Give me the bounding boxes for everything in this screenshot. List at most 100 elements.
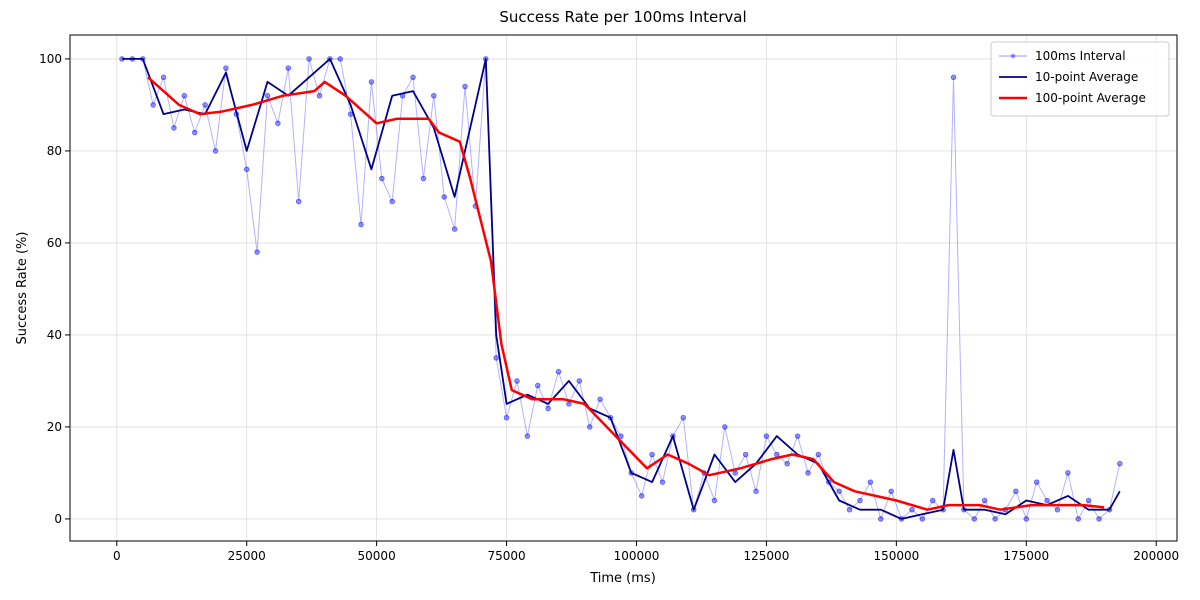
data-point <box>1065 470 1071 476</box>
data-point <box>1075 516 1082 522</box>
data-point <box>275 120 281 127</box>
data-point <box>451 226 458 232</box>
data-point <box>794 433 801 439</box>
x-tick-label: 75000 <box>487 549 525 563</box>
data-point <box>316 92 323 99</box>
data-point <box>524 433 531 439</box>
data-point <box>493 355 499 361</box>
data-point <box>763 433 770 439</box>
legend-box <box>990 41 1170 117</box>
data-point <box>150 102 156 108</box>
data-point <box>649 451 655 458</box>
data-point <box>586 424 593 430</box>
data-point <box>1085 497 1092 504</box>
x-tick-label: 175000 <box>1003 549 1049 563</box>
series-line <box>122 58 1121 520</box>
data-point <box>171 125 177 131</box>
data-point <box>1023 516 1030 522</box>
data-point <box>545 405 551 412</box>
data-point <box>191 129 198 136</box>
y-axis-label: Success Rate (%) <box>15 232 30 345</box>
data-point <box>223 65 229 71</box>
data-point <box>857 497 863 504</box>
data-point <box>212 148 219 154</box>
data-point <box>566 401 572 407</box>
chart-title: Success Rate per 100ms Interval <box>499 8 746 26</box>
data-point <box>929 497 936 504</box>
data-point <box>462 83 468 90</box>
data-point <box>1054 506 1061 513</box>
data-point <box>742 451 749 458</box>
data-point <box>431 92 437 99</box>
y-tick-label: 60 <box>47 236 62 250</box>
data-point <box>815 451 822 458</box>
legend-label: 100-point Average <box>1035 91 1146 105</box>
data-point <box>659 479 666 485</box>
y-tick-label: 80 <box>47 144 62 158</box>
data-point <box>888 488 894 495</box>
legend-label: 10-point Average <box>1035 70 1138 84</box>
legend-marker <box>1010 53 1016 59</box>
data-point <box>1013 488 1019 495</box>
data-point <box>1044 497 1050 504</box>
x-tick-label: 0 <box>113 549 121 563</box>
data-point <box>846 506 853 513</box>
x-tick-label: 50000 <box>358 549 396 563</box>
data-point <box>732 470 739 476</box>
data-point <box>836 488 842 495</box>
data-point <box>971 516 978 522</box>
data-point <box>389 198 396 205</box>
data-point <box>441 194 447 200</box>
data-point <box>1096 516 1102 522</box>
series-line <box>122 58 1121 520</box>
data-point <box>711 497 718 504</box>
data-point <box>992 516 998 522</box>
x-tick-label: 100000 <box>614 549 660 563</box>
y-tick-label: 100 <box>39 52 62 66</box>
data-point <box>181 92 188 99</box>
data-point <box>680 414 687 421</box>
data-point <box>1033 479 1040 485</box>
data-point <box>909 506 915 513</box>
data-point <box>410 74 416 81</box>
x-tick-label: 200000 <box>1133 549 1179 563</box>
data-point <box>534 382 541 389</box>
data-point <box>722 424 728 430</box>
data-point <box>950 74 957 81</box>
legend: 100ms Interval 10-point Average 100-point … <box>990 41 1170 117</box>
data-point <box>254 249 260 255</box>
data-point <box>805 470 811 476</box>
data-point <box>753 488 759 495</box>
x-axis-label: Time (ms) <box>589 571 656 586</box>
data-point <box>243 166 250 173</box>
series-line <box>147 76 1105 511</box>
y-tick-label: 0 <box>54 512 62 526</box>
x-tick-label: 150000 <box>873 549 919 563</box>
y-tick-label: 40 <box>47 328 62 342</box>
data-point <box>774 451 780 458</box>
data-point <box>638 493 645 499</box>
data-point <box>306 56 312 62</box>
data-point <box>503 414 510 421</box>
data-point <box>576 378 583 384</box>
x-tick-label: 25000 <box>228 549 266 563</box>
data-point <box>368 79 375 85</box>
data-point <box>867 479 874 485</box>
data-point <box>555 368 562 375</box>
data-point <box>358 221 364 228</box>
data-point <box>379 175 385 182</box>
data-point <box>919 516 926 522</box>
data-point <box>202 102 208 108</box>
data-point <box>295 198 302 205</box>
x-tick-label: 125000 <box>744 549 790 563</box>
data-point <box>618 433 624 439</box>
data-point <box>981 497 988 504</box>
plot-frame <box>69 34 1178 542</box>
data-point <box>1117 460 1123 467</box>
data-point <box>264 92 271 99</box>
data-point <box>420 175 427 182</box>
data-point <box>337 56 344 62</box>
data-point <box>285 65 292 71</box>
